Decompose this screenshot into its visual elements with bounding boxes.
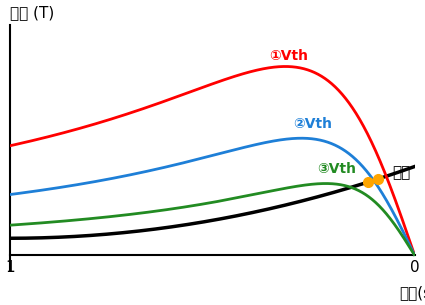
Text: ②Vth: ②Vth bbox=[293, 117, 332, 131]
Text: ①Vth: ①Vth bbox=[269, 49, 308, 63]
Text: ③Vth: ③Vth bbox=[317, 162, 357, 176]
Text: 토크 (T): 토크 (T) bbox=[10, 5, 55, 20]
X-axis label: 슬립(s): 슬립(s) bbox=[400, 285, 425, 300]
Text: 속도: 속도 bbox=[392, 165, 411, 180]
